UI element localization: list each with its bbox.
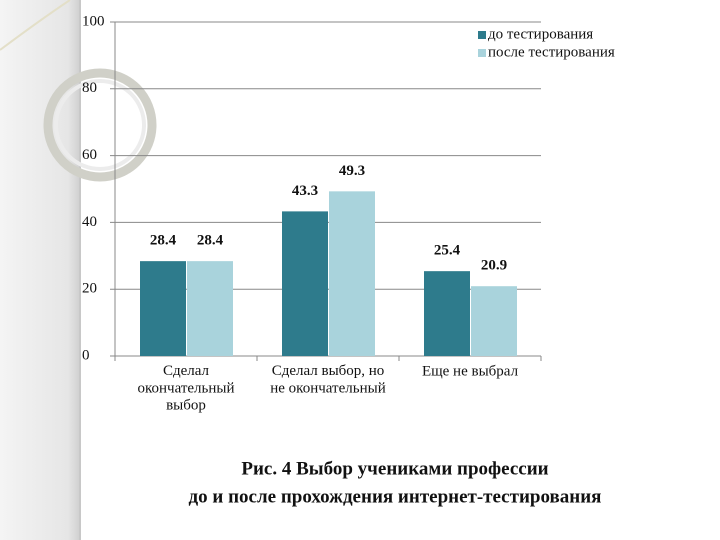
x-tick-label: Еще не выбрал	[422, 363, 519, 379]
value-label: 20.9	[481, 258, 507, 274]
ring	[43, 68, 157, 182]
legend-swatch	[478, 49, 486, 57]
y-tick-label: 60	[82, 147, 97, 163]
caption-line: до и после прохождения интернет-тестиров…	[189, 486, 602, 507]
value-label: 25.4	[434, 243, 461, 259]
swoosh	[0, 0, 71, 51]
y-tick-label: 20	[82, 281, 97, 297]
value-label: 43.3	[292, 183, 318, 199]
bar	[140, 261, 186, 356]
x-tick-label: Сделал выбор, но не окончательный	[270, 363, 385, 396]
bar	[471, 286, 517, 356]
legend-label: до тестирования	[488, 26, 593, 42]
x-tick-label: Сделал окончательный выбор	[137, 363, 234, 414]
y-tick-label: 100	[82, 13, 105, 29]
ring	[54, 79, 146, 171]
y-tick-label: 80	[82, 80, 97, 96]
bar	[424, 271, 470, 356]
y-tick-label: 40	[82, 214, 97, 230]
value-label: 49.3	[339, 163, 365, 179]
value-label: 28.4	[197, 233, 224, 249]
legend-swatch	[478, 31, 486, 39]
bar	[187, 261, 233, 356]
legend-label: после тестирования	[488, 44, 615, 60]
bar	[282, 211, 328, 356]
bar	[329, 191, 375, 356]
caption-line: Рис. 4 Выбор учениками профессии	[241, 458, 548, 479]
value-label: 28.4	[150, 233, 177, 249]
y-tick-label: 0	[82, 347, 90, 363]
